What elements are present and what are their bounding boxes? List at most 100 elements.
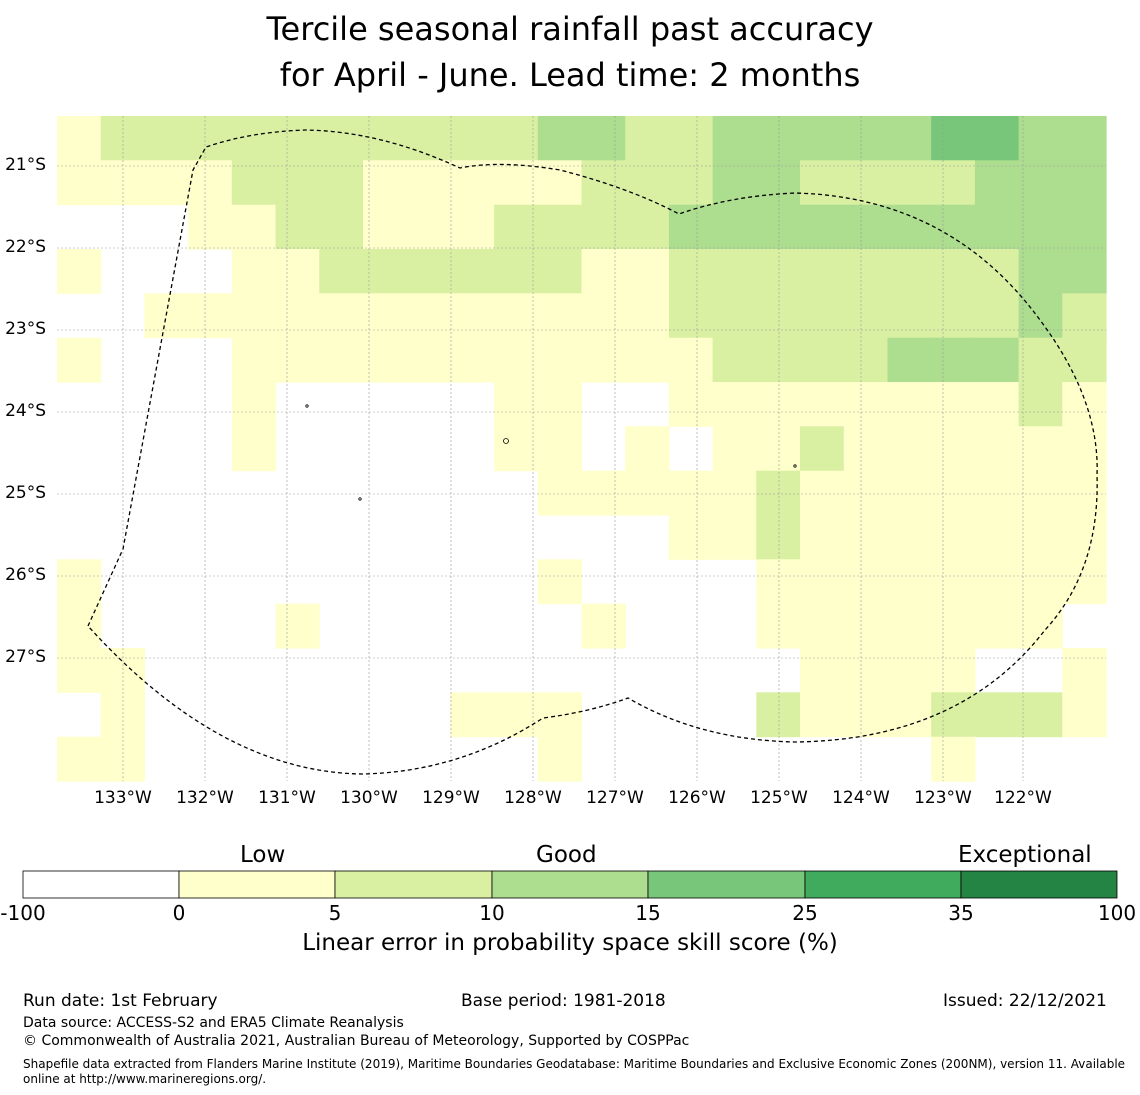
skill-cell bbox=[231, 116, 277, 161]
skill-cell bbox=[668, 116, 714, 161]
skill-cell bbox=[931, 116, 976, 161]
copyright: © Commonwealth of Australia 2021, Austra… bbox=[23, 1033, 690, 1049]
skill-cell bbox=[931, 160, 976, 206]
colorbar-label: Linear error in probability space skill … bbox=[302, 930, 838, 956]
skill-cell bbox=[843, 692, 889, 738]
colorbar-segment bbox=[22, 870, 180, 899]
category-exceptional: Exceptional bbox=[958, 842, 1092, 868]
skill-cell bbox=[1018, 249, 1063, 294]
skill-cell bbox=[800, 204, 845, 250]
skill-cell bbox=[887, 648, 932, 693]
skill-cell bbox=[887, 337, 932, 383]
skill-cell bbox=[756, 603, 801, 649]
skill-cell bbox=[537, 736, 583, 782]
skill-cell bbox=[231, 293, 277, 339]
skill-cell bbox=[625, 470, 670, 516]
skill-cell bbox=[668, 382, 714, 427]
skill-cell bbox=[1062, 426, 1107, 472]
skill-cell bbox=[537, 116, 583, 161]
skill-cell bbox=[581, 603, 626, 649]
skill-cell bbox=[712, 249, 757, 294]
skill-cell bbox=[275, 293, 320, 339]
skill-cell bbox=[843, 116, 889, 161]
skill-cell bbox=[712, 515, 757, 560]
skill-cell bbox=[100, 736, 145, 782]
eez-boundary bbox=[87, 129, 1098, 775]
skill-cell bbox=[668, 204, 714, 250]
skill-cell bbox=[931, 603, 976, 649]
longitude-label: 129°W bbox=[422, 788, 480, 808]
skill-cell bbox=[974, 515, 1020, 560]
skill-cell bbox=[843, 337, 889, 383]
skill-cell bbox=[931, 337, 976, 383]
skill-cell bbox=[843, 426, 889, 472]
data-source: Data source: ACCESS-S2 and ERA5 Climate … bbox=[23, 1015, 404, 1031]
skill-cell bbox=[537, 249, 583, 294]
skill-cell bbox=[756, 559, 801, 605]
skill-cell bbox=[756, 382, 801, 427]
latitude-label: 23°S bbox=[5, 319, 46, 339]
skill-cell bbox=[537, 470, 583, 516]
skill-cell bbox=[406, 204, 451, 250]
skill-cell bbox=[188, 293, 233, 339]
skill-cell bbox=[843, 559, 889, 605]
skill-cell bbox=[275, 603, 320, 649]
skill-cell bbox=[843, 249, 889, 294]
skill-cell bbox=[319, 204, 364, 250]
skill-cell bbox=[625, 337, 670, 383]
colorbar-segment bbox=[647, 870, 806, 899]
skill-cell bbox=[800, 603, 845, 649]
colorbar-segment bbox=[804, 870, 962, 899]
skill-cell bbox=[712, 337, 757, 383]
skill-cell bbox=[1062, 293, 1107, 339]
skill-cell bbox=[887, 692, 932, 738]
skill-cell bbox=[1062, 337, 1107, 383]
skill-cell bbox=[887, 116, 932, 161]
skill-cell bbox=[1018, 603, 1063, 649]
skill-cell bbox=[363, 116, 408, 161]
skill-cell bbox=[450, 249, 495, 294]
skill-cell bbox=[363, 293, 408, 339]
skill-cell bbox=[100, 648, 145, 693]
colorbar-tick-label: 5 bbox=[328, 901, 342, 925]
skill-cell bbox=[931, 382, 976, 427]
skill-cell bbox=[1062, 204, 1107, 250]
title-line-2: for April - June. Lead time: 2 months bbox=[279, 56, 861, 94]
skill-cell bbox=[188, 160, 233, 206]
longitude-label: 125°W bbox=[750, 788, 808, 808]
skill-cell bbox=[931, 470, 976, 516]
skill-cell bbox=[887, 382, 932, 427]
skill-cell bbox=[974, 382, 1020, 427]
skill-cell bbox=[494, 116, 539, 161]
skill-cell bbox=[843, 204, 889, 250]
skill-cell bbox=[450, 116, 495, 161]
skill-cell bbox=[537, 382, 583, 427]
skill-cell bbox=[275, 160, 320, 206]
skill-cell bbox=[974, 470, 1020, 516]
skill-cell bbox=[57, 603, 102, 649]
skill-cell bbox=[887, 426, 932, 472]
skill-cell bbox=[100, 160, 145, 206]
skill-cell bbox=[494, 692, 539, 738]
skill-cell bbox=[843, 293, 889, 339]
skill-cell bbox=[974, 160, 1020, 206]
skill-cell bbox=[887, 204, 932, 250]
colorbar-tick-label: 10 bbox=[479, 901, 505, 925]
longitude-label: 126°W bbox=[668, 788, 726, 808]
skill-cell bbox=[494, 249, 539, 294]
shapefile-credit-line-1: Shapefile data extracted from Flanders M… bbox=[23, 1057, 1126, 1071]
skill-cell bbox=[800, 470, 845, 516]
skill-cell bbox=[887, 515, 932, 560]
colorbar-segment bbox=[491, 870, 649, 899]
skill-cell bbox=[581, 249, 626, 294]
skill-cell bbox=[581, 116, 626, 161]
skill-cell bbox=[450, 293, 495, 339]
longitude-label: 123°W bbox=[914, 788, 972, 808]
skill-cell bbox=[57, 249, 102, 294]
skill-cell bbox=[581, 293, 626, 339]
skill-cell bbox=[887, 559, 932, 605]
skill-cell bbox=[843, 470, 889, 516]
skill-cell bbox=[974, 204, 1020, 250]
skill-cell bbox=[1018, 337, 1063, 383]
skill-cell bbox=[843, 382, 889, 427]
